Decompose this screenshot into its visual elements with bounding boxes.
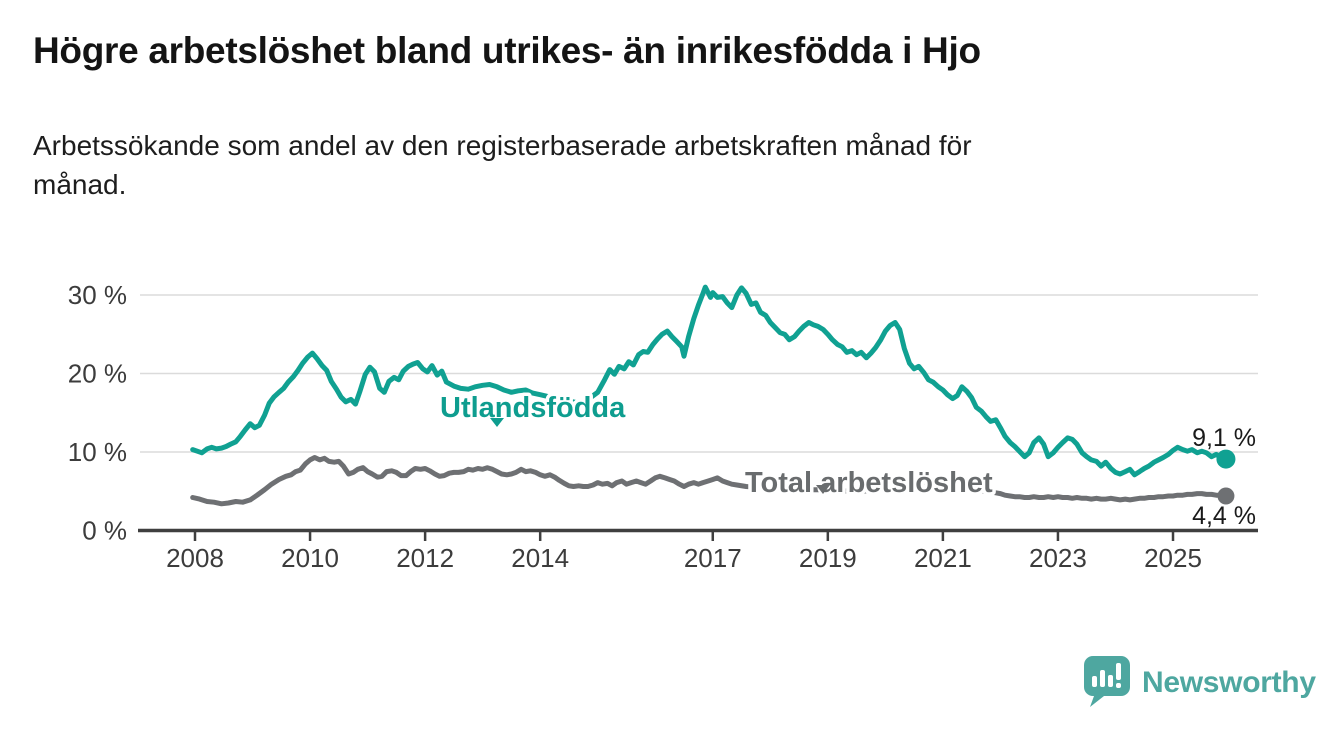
y-axis-tick-label: 20 %	[68, 359, 127, 389]
series-label-total-arbetsloshet: Total arbetslöshet	[745, 467, 993, 499]
newsworthy-logo: Newsworthy	[1084, 656, 1316, 710]
y-axis-tick-label: 0 %	[82, 516, 127, 546]
chart-subtitle-line1: Arbetssökande som andel av den registerb…	[33, 130, 972, 161]
x-axis-tick-label: 2023	[1029, 543, 1087, 573]
x-axis-tick-label: 2008	[166, 543, 224, 573]
y-axis-tick-label: 30 %	[68, 280, 127, 310]
series-label-utlandsfodda: Utlandsfödda	[440, 392, 626, 424]
series-end-dot-total	[1217, 487, 1235, 505]
newsworthy-logo-icon	[1084, 656, 1130, 707]
label-pointer-utlandsfodda-icon	[490, 418, 504, 427]
x-axis-tick-label: 2019	[799, 543, 857, 573]
y-axis-tick-label: 10 %	[68, 437, 127, 467]
series-end-dot-utlandsfodda	[1216, 449, 1236, 469]
x-axis-tick-label: 2017	[684, 543, 742, 573]
chart-subtitle: Arbetssökande som andel av den registerb…	[33, 126, 1273, 204]
end-value-total: 4,4 %	[1192, 502, 1256, 530]
x-axis-tick-label: 2010	[281, 543, 339, 573]
newsworthy-logo-text: Newsworthy	[1142, 666, 1316, 699]
end-value-utlandsfodda: 9,1 %	[1192, 424, 1256, 452]
page-title: Högre arbetslöshet bland utrikes- än inr…	[33, 30, 981, 71]
x-axis-tick-label: 2025	[1144, 543, 1202, 573]
x-axis-tick-label: 2012	[396, 543, 454, 573]
series-line-total	[190, 455, 1229, 507]
chart-subtitle-line2: månad.	[33, 169, 127, 200]
label-pointer-total-icon	[816, 485, 830, 494]
x-axis-tick-label: 2021	[914, 543, 972, 573]
x-axis-tick-label: 2014	[511, 543, 569, 573]
series-line-utlandsfodda	[190, 284, 1229, 478]
